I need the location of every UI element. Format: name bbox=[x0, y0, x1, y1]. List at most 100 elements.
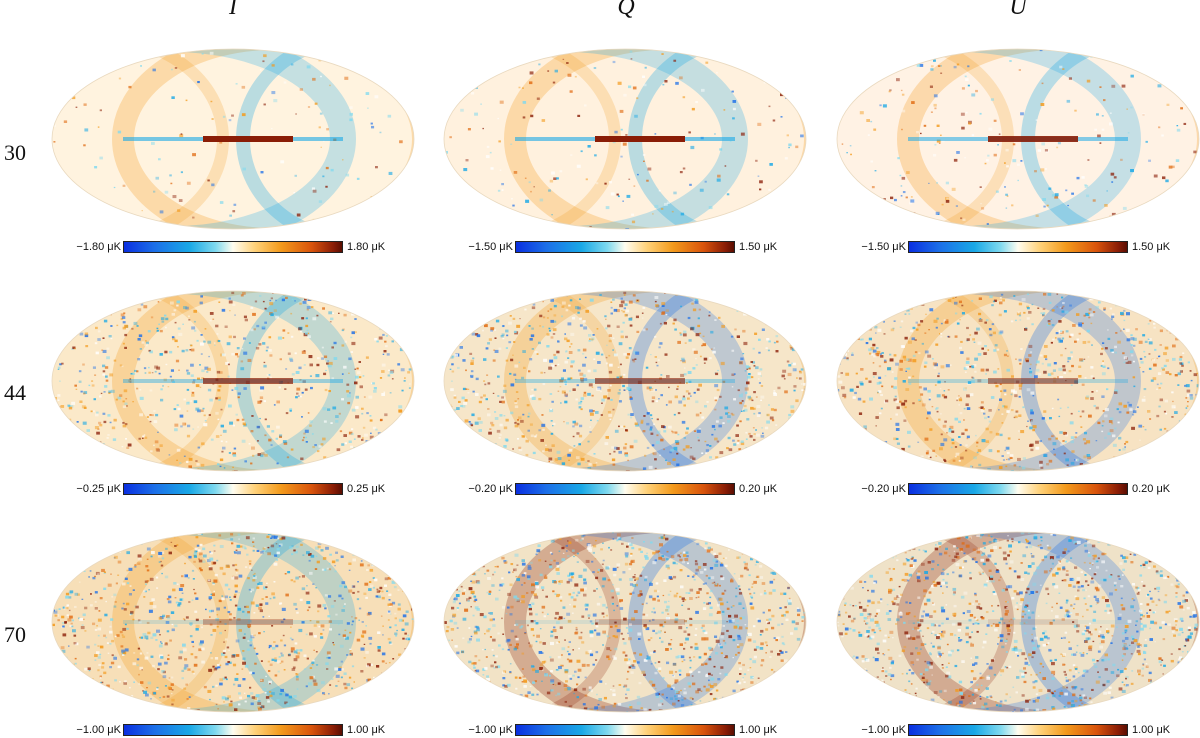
noise-pixel bbox=[1170, 198, 1174, 202]
noise-pixel bbox=[879, 104, 882, 107]
noise-pixel bbox=[371, 382, 373, 384]
noise-pixel bbox=[1084, 185, 1089, 188]
noise-pixel bbox=[91, 380, 94, 382]
noise-pixel bbox=[565, 350, 568, 353]
noise-pixel bbox=[965, 403, 969, 406]
noise-pixel bbox=[305, 708, 307, 711]
noise-pixel bbox=[994, 344, 998, 347]
noise-pixel bbox=[1074, 436, 1077, 439]
noise-pixel bbox=[1105, 408, 1109, 412]
noise-pixel bbox=[263, 631, 265, 633]
noise-pixel bbox=[1068, 77, 1072, 80]
noise-pixel bbox=[59, 585, 64, 588]
noise-pixel bbox=[312, 317, 317, 321]
noise-pixel bbox=[305, 591, 310, 595]
noise-pixel bbox=[196, 544, 200, 547]
noise-pixel bbox=[988, 420, 992, 423]
noise-pixel bbox=[890, 196, 894, 200]
noise-pixel bbox=[253, 572, 256, 575]
noise-pixel bbox=[482, 301, 486, 304]
noise-pixel bbox=[775, 350, 779, 353]
noise-pixel bbox=[522, 101, 527, 104]
noise-pixel bbox=[390, 544, 394, 547]
noise-pixel bbox=[79, 400, 83, 403]
noise-pixel bbox=[66, 536, 69, 538]
noise-pixel bbox=[239, 696, 242, 699]
noise-pixel bbox=[62, 705, 66, 708]
noise-pixel bbox=[281, 536, 286, 540]
noise-pixel bbox=[459, 329, 464, 333]
noise-pixel bbox=[228, 297, 231, 300]
noise-pixel bbox=[485, 398, 488, 401]
noise-pixel bbox=[98, 421, 102, 425]
noise-pixel bbox=[186, 401, 190, 405]
noise-pixel bbox=[591, 394, 594, 397]
noise-pixel bbox=[750, 376, 754, 379]
noise-pixel bbox=[525, 439, 529, 443]
noise-pixel bbox=[579, 317, 582, 320]
noise-pixel bbox=[975, 434, 977, 437]
noise-pixel bbox=[565, 309, 569, 312]
noise-pixel bbox=[1139, 439, 1141, 441]
noise-pixel bbox=[1185, 320, 1190, 324]
noise-pixel bbox=[683, 437, 686, 439]
noise-pixel bbox=[1070, 355, 1073, 358]
noise-pixel bbox=[322, 437, 326, 441]
noise-pixel bbox=[865, 454, 868, 457]
noise-pixel bbox=[364, 433, 368, 437]
noise-pixel bbox=[570, 365, 573, 368]
noise-pixel bbox=[92, 683, 96, 686]
noise-pixel bbox=[72, 96, 76, 100]
noise-pixel bbox=[76, 421, 79, 423]
noise-pixel bbox=[356, 598, 360, 601]
noise-pixel bbox=[353, 297, 357, 300]
noise-pixel bbox=[870, 315, 875, 319]
noise-pixel bbox=[169, 301, 174, 305]
noise-pixel bbox=[63, 327, 66, 329]
noise-pixel bbox=[207, 579, 211, 582]
noise-pixel bbox=[1150, 460, 1155, 464]
noise-pixel bbox=[161, 670, 165, 673]
noise-pixel bbox=[460, 442, 462, 445]
noise-pixel bbox=[171, 689, 174, 691]
noise-pixel bbox=[61, 362, 64, 365]
noise-pixel bbox=[351, 428, 354, 430]
noise-pixel bbox=[129, 686, 131, 689]
noise-pixel bbox=[542, 325, 545, 328]
noise-pixel bbox=[195, 597, 199, 600]
noise-pixel bbox=[244, 700, 247, 703]
noise-pixel bbox=[754, 464, 759, 468]
noise-pixel bbox=[349, 650, 352, 652]
map-outline bbox=[836, 290, 1200, 472]
noise-pixel bbox=[1071, 291, 1074, 294]
noise-pixel bbox=[1077, 459, 1080, 461]
noise-pixel bbox=[612, 408, 615, 411]
noise-pixel bbox=[1097, 134, 1101, 138]
noise-pixel bbox=[857, 320, 861, 323]
noise-pixel bbox=[1177, 384, 1180, 386]
noise-pixel bbox=[978, 406, 981, 409]
noise-pixel bbox=[229, 613, 232, 616]
noise-pixel bbox=[796, 225, 800, 228]
noise-pixel bbox=[746, 368, 749, 370]
noise-pixel bbox=[220, 424, 224, 428]
noise-pixel bbox=[97, 126, 100, 128]
noise-pixel bbox=[778, 53, 782, 57]
noise-pixel bbox=[769, 455, 772, 458]
noise-pixel bbox=[745, 431, 748, 434]
noise-pixel bbox=[656, 430, 661, 434]
noise-pixel bbox=[146, 461, 150, 464]
noise-pixel bbox=[302, 380, 306, 383]
noise-pixel bbox=[775, 455, 780, 458]
noise-pixel bbox=[91, 294, 95, 298]
noise-pixel bbox=[295, 545, 299, 548]
noise-pixel bbox=[255, 694, 260, 698]
noise-pixel bbox=[786, 57, 790, 60]
noise-pixel bbox=[232, 210, 236, 213]
noise-pixel bbox=[635, 351, 640, 355]
noise-pixel bbox=[854, 316, 858, 319]
noise-pixel bbox=[412, 693, 414, 696]
noise-pixel bbox=[99, 109, 102, 112]
noise-pixel bbox=[238, 574, 243, 578]
noise-pixel bbox=[492, 359, 496, 362]
